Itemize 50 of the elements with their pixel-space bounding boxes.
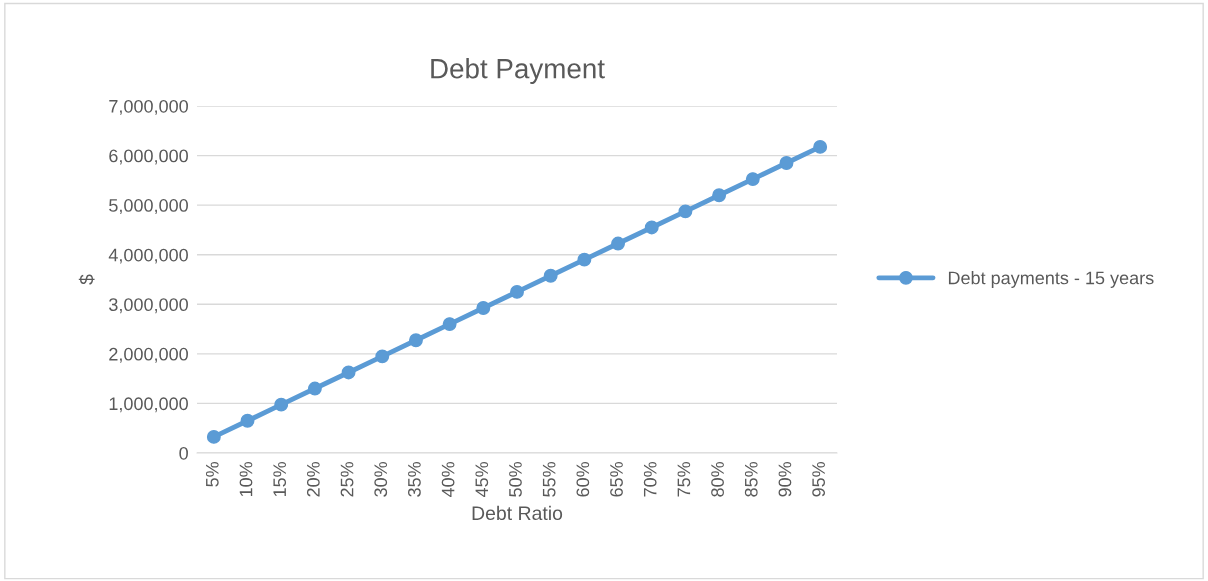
point (307, 381, 322, 396)
x-tick-label: 70% (643, 461, 657, 497)
x-tick-label: 30% (374, 461, 388, 497)
y-tick-label: 0 (179, 446, 188, 460)
point (341, 365, 356, 380)
point (240, 413, 255, 428)
x-tick-label: 85% (744, 461, 758, 497)
point (409, 333, 423, 348)
y-tick-label: 5,000,000 (109, 199, 188, 214)
y-tick-label: 1,000,000 (109, 397, 188, 413)
y-tick-label: 4,000,000 (108, 248, 188, 264)
x-tick-label: 75% (677, 461, 691, 497)
x-tick-label: 90% (778, 461, 792, 497)
x-tick-label: 20% (306, 461, 320, 497)
point (712, 188, 727, 203)
x-axis-title: Debt Ratio (472, 505, 563, 521)
point (476, 301, 491, 315)
x-tick-label: 95% (812, 461, 825, 497)
x-tick-label: 5% (205, 461, 219, 487)
y-axis-title: $ (78, 274, 95, 285)
x-tick-label: 40% (441, 461, 455, 498)
legend-label: Debt payments - 15 years (948, 271, 1154, 288)
point (206, 429, 221, 444)
point (611, 236, 625, 251)
point (644, 220, 659, 235)
point (375, 349, 390, 364)
y-tick-label: 2,000,000 (109, 347, 188, 363)
point (813, 139, 828, 154)
y-tick-label: 6,000,000 (109, 149, 188, 165)
point (577, 252, 592, 267)
point (745, 172, 760, 187)
x-tick-label: 50% (509, 461, 522, 497)
point (510, 284, 524, 299)
point (678, 204, 693, 219)
point (779, 156, 794, 170)
y-tick-label: 7,000,000 (109, 99, 188, 115)
x-tick-label: 55% (542, 461, 556, 497)
x-tick-label: 80% (711, 461, 724, 497)
x-tick-label: 45% (475, 461, 489, 498)
x-tick-label: 25% (340, 461, 354, 497)
point (543, 268, 558, 283)
y-tick-label: 3,000,000 (109, 298, 188, 314)
chart-title: Debt Payment (431, 58, 605, 84)
point (442, 317, 457, 332)
x-tick-label: 15% (273, 461, 287, 497)
x-tick-label: 65% (610, 461, 623, 497)
x-tick-label: 60% (576, 461, 590, 497)
point (274, 397, 289, 412)
x-tick-label: 10% (239, 461, 253, 497)
x-tick-label: 35% (408, 461, 421, 497)
